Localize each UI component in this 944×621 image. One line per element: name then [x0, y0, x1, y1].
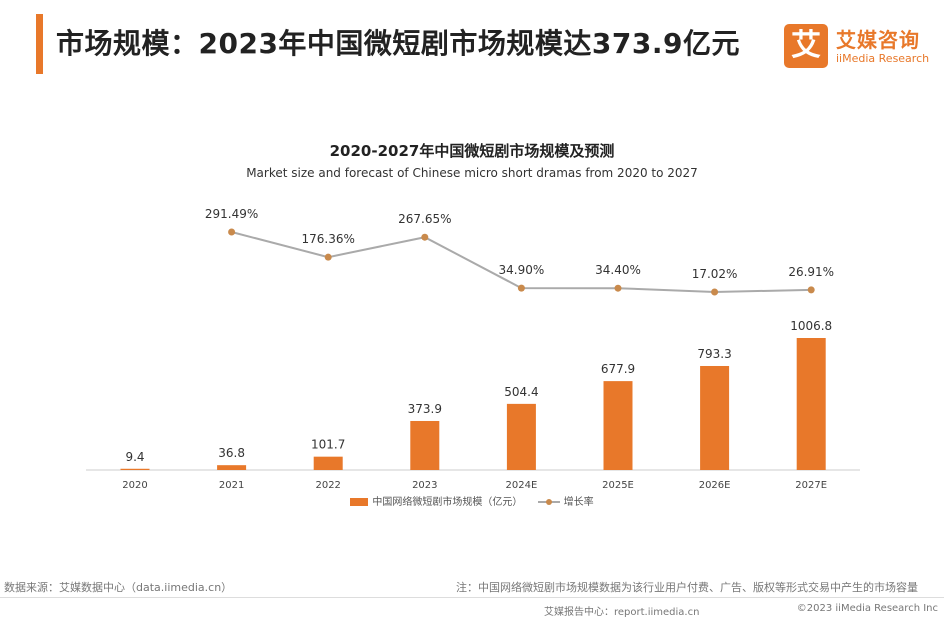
bar-2020: [120, 468, 150, 470]
bar-value-label: 504.4: [504, 385, 538, 399]
header-accent-bar: [36, 14, 43, 74]
logo-mark-icon: 艾: [784, 24, 828, 68]
bar-value-label: 677.9: [601, 362, 635, 376]
footer-source: 数据来源：艾媒数据中心（data.iimedia.cn）: [4, 581, 233, 594]
x-tick-label: 2025E: [602, 480, 634, 491]
brand-logo: 艾 艾媒咨询 iiMedia Research: [784, 22, 934, 70]
legend-label-market-size: 中国网络微短剧市场规模（亿元）: [372, 497, 523, 508]
bar-2027E: [796, 338, 826, 470]
bar-2023: [410, 420, 440, 470]
bar-2021: [217, 465, 247, 470]
growth-rate-label: 291.49%: [205, 207, 258, 221]
x-tick-label: 2020: [122, 480, 147, 491]
footer-divider: [0, 597, 944, 598]
x-tick-label: 2024E: [506, 480, 538, 491]
growth-rate-label: 34.90%: [499, 263, 545, 277]
bar-value-label: 373.9: [408, 402, 442, 416]
bar-value-label: 793.3: [697, 347, 731, 361]
bar-2026E: [700, 365, 730, 470]
growth-rate-label: 176.36%: [302, 232, 355, 246]
footer-report-link: 艾媒报告中心：report.iimedia.cn: [544, 607, 700, 618]
bar-value-label: 1006.8: [790, 319, 832, 333]
growth-rate-label: 34.40%: [595, 263, 641, 277]
legend-line-swatch: [537, 499, 560, 505]
logo-name-en: iiMedia Research: [836, 52, 930, 65]
legend-item-growth-rate: 增长率: [537, 493, 594, 508]
x-tick-label: 2023: [412, 480, 437, 491]
x-tick-label: 2027E: [795, 480, 827, 491]
legend-label-growth-rate: 增长率: [563, 497, 594, 508]
chart-legend: 中国网络微短剧市场规模（亿元） 增长率: [0, 493, 944, 508]
x-tick-label: 2021: [219, 480, 244, 491]
page-title: 市场规模：2023年中国微短剧市场规模达373.9亿元: [56, 27, 740, 60]
x-tick-label: 2026E: [699, 480, 731, 491]
chart-title: 2020-2027年中国微短剧市场规模及预测: [329, 142, 615, 160]
legend-bar-swatch: [350, 498, 369, 506]
footer-copyright: ©2023 iiMedia Research Inc: [796, 603, 938, 614]
footer-note: 注：中国网络微短剧市场规模数据为该行业用户付费、广告、版权等形式交易中产生的市场…: [456, 581, 918, 594]
bar-2024E: [506, 403, 536, 470]
bar-2025E: [603, 381, 633, 470]
growth-rate-point: [711, 288, 719, 296]
bar-value-label: 101.7: [311, 438, 345, 452]
growth-rate-label: 26.91%: [788, 265, 834, 279]
growth-rate-point: [517, 284, 525, 292]
growth-rate-point: [228, 228, 236, 236]
growth-rate-point: [324, 253, 332, 261]
growth-rate-point: [807, 286, 815, 294]
bar-value-label: 9.4: [125, 450, 144, 464]
growth-rate-label: 267.65%: [398, 212, 451, 226]
legend-item-market-size: 中国网络微短剧市场规模（亿元）: [350, 493, 522, 508]
x-tick-label: 2022: [315, 480, 340, 491]
growth-rate-point: [421, 233, 429, 241]
bar-value-label: 36.8: [218, 446, 245, 460]
chart-subtitle: Market size and forecast of Chinese micr…: [246, 166, 698, 180]
bar-2022: [313, 456, 343, 470]
growth-rate-point: [614, 284, 622, 292]
logo-name-cn: 艾媒咨询: [836, 28, 920, 52]
growth-rate-label: 17.02%: [692, 267, 738, 281]
